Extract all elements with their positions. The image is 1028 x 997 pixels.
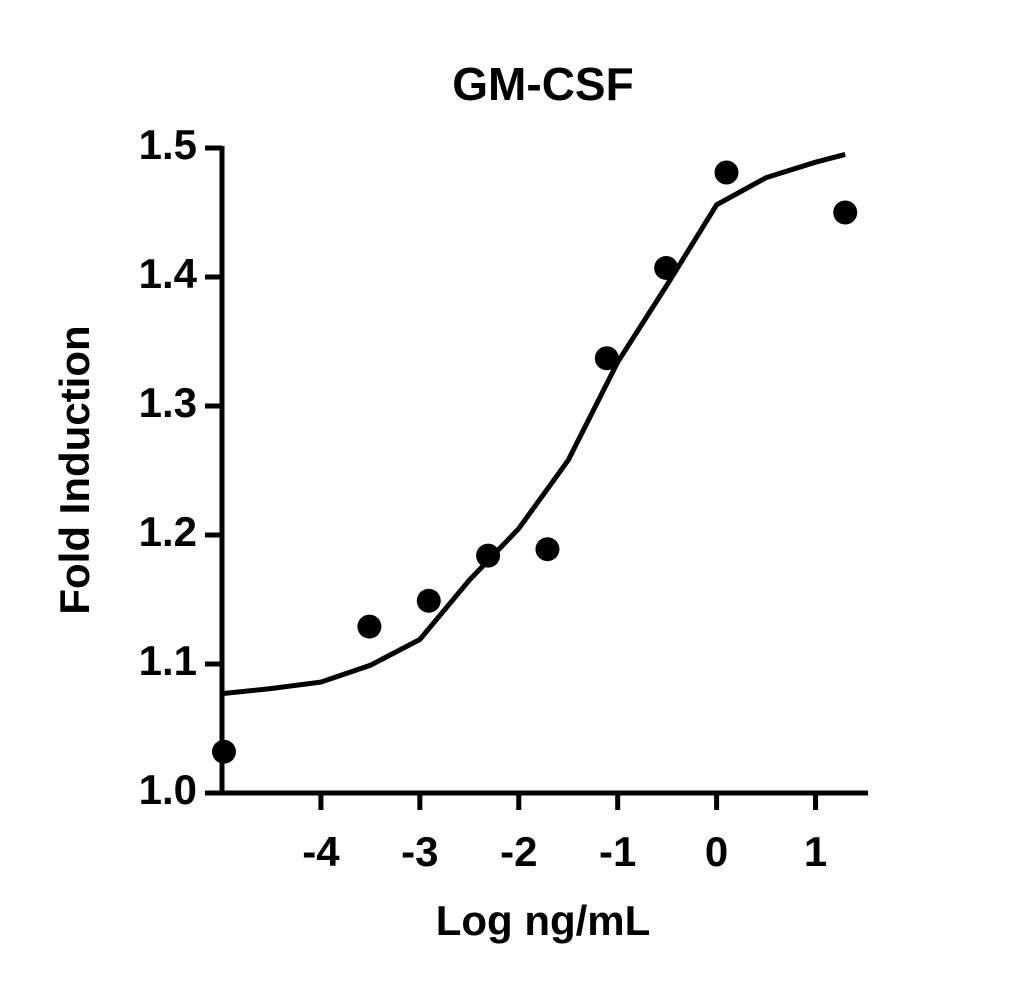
- y-tick-label: 1.2: [139, 508, 197, 555]
- y-tick-label: 1.5: [139, 121, 197, 168]
- fit-curve: [221, 152, 846, 697]
- data-point: [535, 537, 560, 562]
- y-tick-label: 1.0: [139, 766, 197, 813]
- data-point: [594, 346, 619, 371]
- x-tick-label: 0: [705, 828, 728, 875]
- x-axis-label: Log ng/mL: [436, 897, 651, 944]
- data-point: [714, 160, 739, 185]
- data-point: [211, 739, 236, 764]
- x-tick-label: -3: [401, 828, 438, 875]
- x-tick-label: -2: [500, 828, 537, 875]
- x-tick-label: -1: [599, 828, 636, 875]
- data-point: [416, 588, 441, 613]
- chart-title: GM-CSF: [452, 58, 633, 110]
- y-axis-label: Fold Induction: [51, 325, 98, 614]
- data-point: [833, 200, 858, 225]
- x-tick-label: -4: [302, 828, 340, 875]
- y-tick-label: 1.1: [139, 637, 197, 684]
- y-tick-label: 1.3: [139, 379, 197, 426]
- x-tick-label: 1: [804, 828, 827, 875]
- data-point: [357, 614, 382, 639]
- data-point: [476, 543, 501, 568]
- y-tick-label: 1.4: [139, 250, 198, 297]
